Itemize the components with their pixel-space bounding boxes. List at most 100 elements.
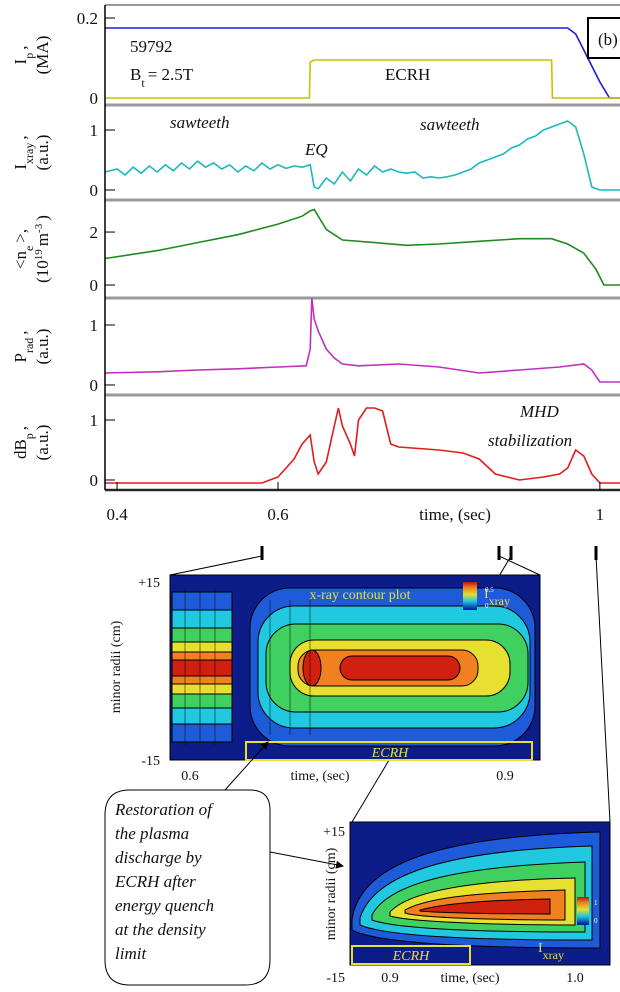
x-tick-label: 0.9 xyxy=(496,769,514,784)
annotation-part: stabilization xyxy=(488,431,572,450)
callout xyxy=(104,741,344,986)
y-axis-label-part: , xyxy=(11,135,30,139)
y-axis-label-part: e xyxy=(22,246,36,251)
y-axis-label-part: p xyxy=(22,53,36,59)
annotation-part: t xyxy=(141,76,145,90)
panel: 0 1 Ixray, (a.u.) sawteeth EQ sawteeth xyxy=(11,113,620,202)
x-tick-label: 1 xyxy=(596,505,605,524)
y-axis-label: (1019 m-3) xyxy=(33,215,52,283)
y-axis-label-part: p xyxy=(22,433,36,439)
annotation: stabilization xyxy=(488,431,572,450)
y-axis-label: (a.u.) xyxy=(33,425,52,461)
y-axis-label-part: (a.u.) xyxy=(33,329,52,365)
annotation: EQ xyxy=(304,140,328,159)
band-label: ECRH xyxy=(392,949,430,964)
annotation-part: = 2.5T xyxy=(148,65,194,84)
y-axis-label-part: (10 xyxy=(33,260,52,283)
callout-text: energy quench xyxy=(115,896,214,915)
annotation-part: 59792 xyxy=(130,37,173,56)
callout-text: ECRH after xyxy=(114,872,196,891)
annotation-part: sawteeth xyxy=(170,113,230,132)
panel: 0 1 dBp, (a.u.) MHD stabilization 0.4 0.6 1 time,… xyxy=(11,402,620,524)
annotation-part: ECRH xyxy=(385,65,430,84)
annotation: sawteeth xyxy=(170,113,230,132)
y-axis-label-part: (a.u.) xyxy=(33,425,52,461)
callout-text: limit xyxy=(115,944,147,963)
y-tick-label: 1 xyxy=(90,121,99,140)
panel: 0 0.2 Ip, (MA) 59792 Bt = 2.5T ECRH (b) xyxy=(11,4,620,108)
y-axis-label: Ip, xyxy=(11,46,36,65)
y-axis-label-part: P xyxy=(11,353,30,362)
y-tick-label: 1 xyxy=(90,316,99,335)
x-tick-label: 1.0 xyxy=(566,971,584,986)
contour-plot-1 xyxy=(169,574,541,761)
callout-text: Restoration of xyxy=(114,800,214,819)
y-axis-label-part: m xyxy=(33,233,52,246)
data-line xyxy=(105,27,620,99)
y-axis-label: Ixray, xyxy=(11,135,36,169)
y-tick-label: -15 xyxy=(326,971,345,986)
y-axis-label: (MA) xyxy=(33,36,52,75)
y-tick-label: +15 xyxy=(323,825,345,840)
colorbar-tick: 0 xyxy=(594,917,598,925)
annotation-part: sawteeth xyxy=(420,115,480,134)
y-axis-label: <ne >, xyxy=(11,229,36,269)
colorbar-tick: 1 xyxy=(594,899,598,907)
data-line xyxy=(105,59,620,99)
colorbar-label-part: xray xyxy=(543,948,564,962)
x-tick-label: 0.6 xyxy=(267,505,288,524)
contour-plot-2 xyxy=(349,821,611,966)
y-axis-label-part: -3 xyxy=(33,223,45,233)
data-line xyxy=(105,407,620,484)
y-axis-label-part: <n xyxy=(11,251,30,270)
y-tick-label: 0 xyxy=(90,276,99,295)
callout-text: the plasma xyxy=(115,824,189,843)
y-axis-label: dBp, xyxy=(11,426,36,459)
y-axis-label-part: xray xyxy=(22,143,36,164)
colorbar-label: Ixray xyxy=(484,587,510,608)
y-axis-label-part: I xyxy=(11,164,30,170)
data-line xyxy=(104,120,620,191)
colorbar-tick: 0.5 xyxy=(485,586,494,594)
annotation-part: (b) xyxy=(598,30,618,49)
x-axis-label: time, (sec) xyxy=(290,769,349,784)
colorbar-label: Ixray xyxy=(538,941,564,962)
panel: 0 1 Prad, (a.u.) xyxy=(11,297,620,397)
y-tick-label: -15 xyxy=(141,754,160,769)
panel: 0 2 <ne >, (1019 m-3) xyxy=(11,208,620,300)
y-axis-label: (a.u.) xyxy=(33,135,52,171)
annotation: 59792 xyxy=(130,37,173,56)
y-axis-label-part: (a.u.) xyxy=(33,135,52,171)
x-tick-label: 0.9 xyxy=(381,971,399,986)
y-tick-label: 0 xyxy=(90,471,99,490)
colorbar-label-part: I xyxy=(484,587,489,602)
annotation: ECRH xyxy=(385,65,430,84)
y-tick-label: 0 xyxy=(90,181,99,200)
y-axis-label-part: (MA) xyxy=(33,36,52,75)
y-axis-label-part: >, xyxy=(11,229,30,243)
y-axis-label: minor radii (cm) xyxy=(109,620,124,713)
y-axis-label: minor radii (cm) xyxy=(324,847,339,940)
colorbar-label-part: xray xyxy=(489,594,510,608)
x-tick-label: 0.6 xyxy=(181,769,199,784)
colorbar-tick: 0 xyxy=(485,602,489,610)
y-axis-label-part: , xyxy=(11,46,30,50)
annotation-part: B xyxy=(130,65,141,84)
colorbar-label-part: I xyxy=(538,941,543,956)
y-tick-label: 0 xyxy=(90,89,99,108)
label-box xyxy=(587,17,620,59)
annotation: MHD xyxy=(519,402,559,421)
callout-text: at the density xyxy=(115,920,206,939)
annotation: Bt = 2.5T xyxy=(130,65,194,90)
y-axis-label-part: , xyxy=(11,426,30,430)
callout-text: discharge by xyxy=(115,848,202,867)
y-tick-label: 0.2 xyxy=(77,9,98,28)
plot-title: x-ray contour plot xyxy=(309,588,410,603)
y-axis-label: (a.u.) xyxy=(33,329,52,365)
y-tick-label: +15 xyxy=(138,576,160,591)
y-tick-label: 0 xyxy=(90,376,99,395)
x-axis-label: time, (sec) xyxy=(419,505,491,524)
annotation-part: MHD xyxy=(519,402,559,421)
y-axis-label: Prad, xyxy=(11,330,36,362)
